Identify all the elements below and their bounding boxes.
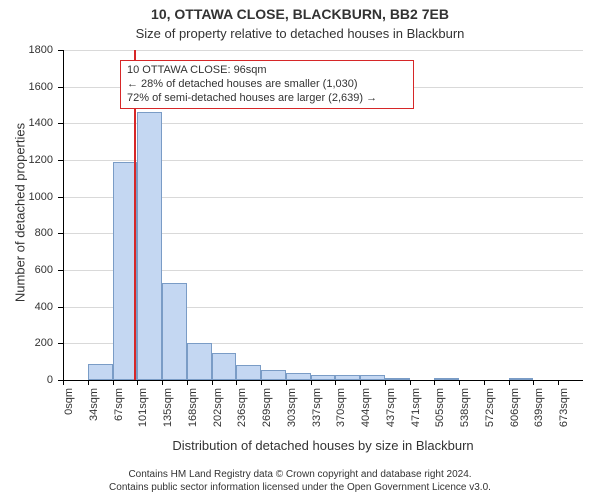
y-tick-label: 600 xyxy=(0,264,53,276)
y-axis xyxy=(63,50,64,380)
chart-subtitle: Size of property relative to detached ho… xyxy=(0,26,600,41)
callout-line1: 10 OTTAWA CLOSE: 96sqm xyxy=(127,64,407,78)
chart-title: 10, OTTAWA CLOSE, BLACKBURN, BB2 7EB xyxy=(0,6,600,22)
y-tick-label: 1000 xyxy=(0,191,53,203)
y-tick-label: 0 xyxy=(0,374,53,386)
x-axis xyxy=(63,380,583,381)
y-tick-label: 1400 xyxy=(0,117,53,129)
x-tick-label: 639sqm xyxy=(533,388,545,438)
y-tick-label: 800 xyxy=(0,227,53,239)
x-tick-label: 168sqm xyxy=(187,388,199,438)
x-tick-label: 67sqm xyxy=(113,388,125,438)
x-tick-label: 538sqm xyxy=(459,388,471,438)
histogram-bar xyxy=(162,283,187,380)
callout-line3: 72% of semi-detached houses are larger (… xyxy=(127,92,407,106)
footer-line2: Contains public sector information licen… xyxy=(0,482,600,495)
x-axis-label: Distribution of detached houses by size … xyxy=(63,438,583,453)
callout-line2: ← 28% of detached houses are smaller (1,… xyxy=(127,78,407,92)
histogram-bar xyxy=(88,364,113,381)
x-tick-label: 505sqm xyxy=(434,388,446,438)
x-tick-label: 370sqm xyxy=(335,388,347,438)
gridline xyxy=(63,50,583,51)
histogram-bar xyxy=(187,343,212,380)
y-tick-label: 1600 xyxy=(0,81,53,93)
y-tick-label: 200 xyxy=(0,337,53,349)
property-callout: 10 OTTAWA CLOSE: 96sqm ← 28% of detached… xyxy=(120,60,414,109)
x-tick-label: 101sqm xyxy=(137,388,149,438)
histogram-bar xyxy=(286,373,311,380)
x-tick-label: 135sqm xyxy=(162,388,174,438)
footer-attribution: Contains HM Land Registry data © Crown c… xyxy=(0,469,600,494)
x-tick-label: 437sqm xyxy=(385,388,397,438)
x-tick-label: 673sqm xyxy=(558,388,570,438)
x-tick-label: 303sqm xyxy=(286,388,298,438)
histogram-bar xyxy=(236,365,261,380)
x-tick-label: 202sqm xyxy=(212,388,224,438)
histogram-bar xyxy=(212,353,237,380)
x-tick-label: 337sqm xyxy=(311,388,323,438)
histogram-bar xyxy=(137,112,162,380)
x-tick-label: 236sqm xyxy=(236,388,248,438)
x-tick-label: 0sqm xyxy=(63,388,75,438)
x-tick-label: 572sqm xyxy=(484,388,496,438)
x-tick-label: 404sqm xyxy=(360,388,372,438)
footer-line1: Contains HM Land Registry data © Crown c… xyxy=(0,469,600,482)
y-tick-label: 400 xyxy=(0,301,53,313)
x-tick-label: 34sqm xyxy=(88,388,100,438)
y-tick-label: 1200 xyxy=(0,154,53,166)
x-tick-label: 606sqm xyxy=(509,388,521,438)
y-tick-label: 1800 xyxy=(0,44,53,56)
x-tick-label: 269sqm xyxy=(261,388,273,438)
x-tick-label: 471sqm xyxy=(410,388,422,438)
histogram-bar xyxy=(261,370,286,380)
